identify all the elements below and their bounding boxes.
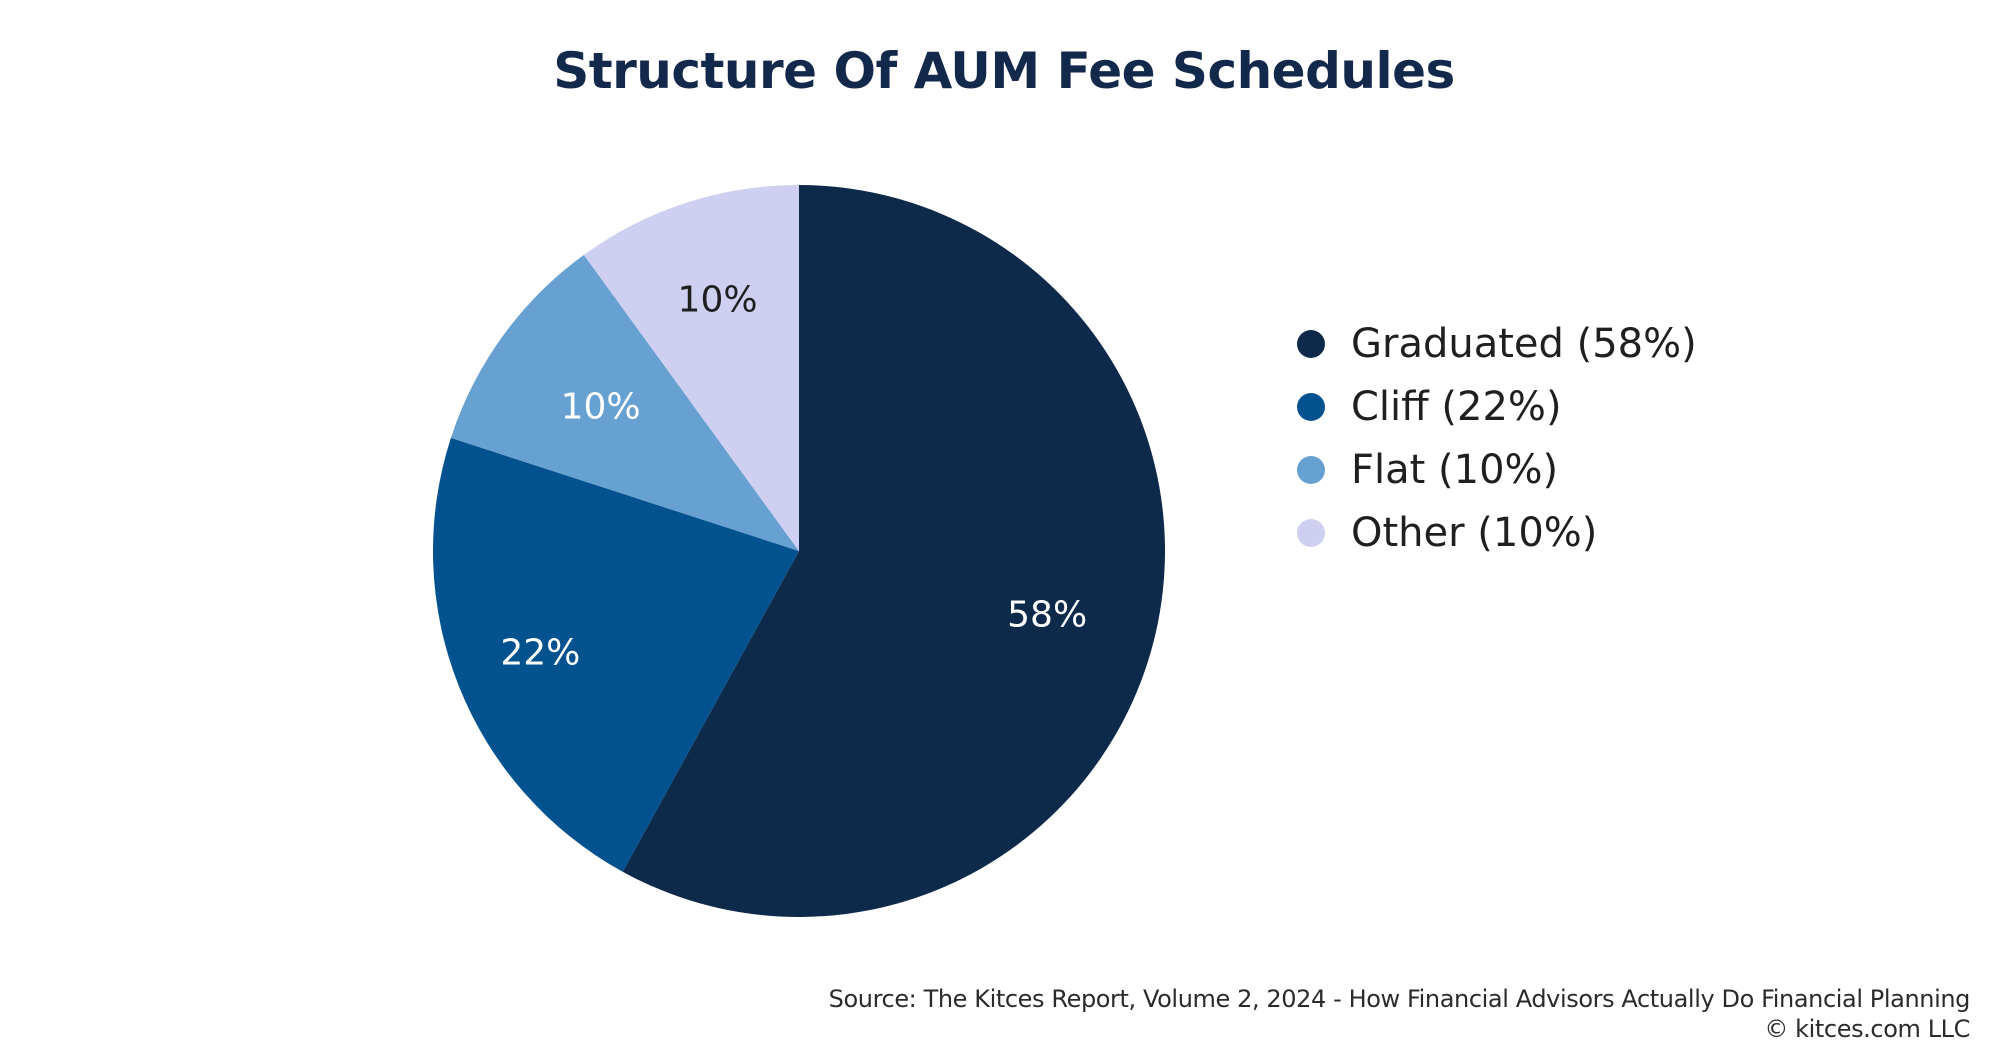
legend: Graduated (58%) Cliff (22%) Flat (10%) O… — [1297, 312, 1697, 564]
chart-title: Structure Of AUM Fee Schedules — [553, 42, 1455, 100]
legend-dot-icon — [1297, 392, 1325, 421]
legend-item-graduated: Graduated (58%) — [1297, 312, 1697, 375]
copyright-note: © kitces.com LLC — [1764, 1015, 1970, 1043]
legend-dot-icon — [1297, 518, 1325, 547]
legend-item-other: Other (10%) — [1297, 501, 1697, 564]
slice-label-cliff: 22% — [500, 632, 581, 674]
legend-dot-icon — [1297, 455, 1325, 484]
source-note: Source: The Kitces Report, Volume 2, 202… — [828, 985, 1971, 1013]
legend-label: Other (10%) — [1351, 509, 1598, 556]
legend-item-flat: Flat (10%) — [1297, 438, 1697, 501]
legend-label: Cliff (22%) — [1351, 383, 1562, 430]
chart-footer: Source: The Kitces Report, Volume 2, 202… — [828, 984, 1971, 1044]
slice-label-graduated: 58% — [1007, 594, 1088, 636]
legend-label: Flat (10%) — [1351, 446, 1559, 493]
pie-slice-graduated — [622, 185, 1166, 918]
legend-item-cliff: Cliff (22%) — [1297, 375, 1697, 438]
pie-slice-other — [583, 185, 799, 551]
slice-label-other: 10% — [677, 279, 758, 321]
slice-label-flat: 10% — [560, 386, 641, 428]
legend-label: Graduated (58%) — [1351, 320, 1697, 367]
pie-slice-cliff — [433, 437, 799, 872]
legend-dot-icon — [1297, 329, 1325, 358]
pie-slice-flat — [450, 254, 799, 551]
